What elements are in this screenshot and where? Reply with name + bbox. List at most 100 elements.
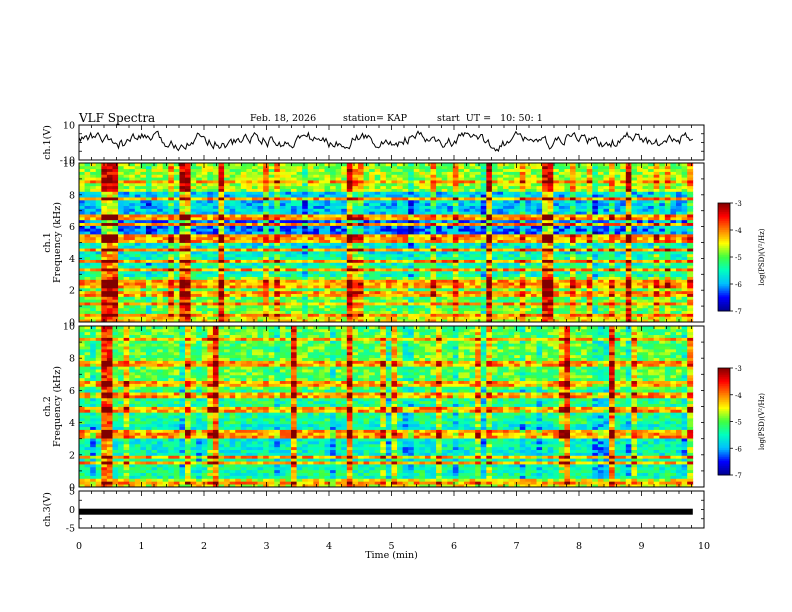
spectrogram-cell — [475, 225, 482, 229]
spectrogram-cell — [631, 208, 638, 212]
spectrogram-cell — [268, 233, 275, 238]
spectrogram-cell — [224, 245, 231, 249]
spectrogram-cell — [463, 216, 470, 221]
spectrogram-cell — [168, 214, 175, 218]
spectrogram-cell — [380, 285, 387, 289]
spectrogram-cell — [229, 205, 236, 209]
spectrogram-cell — [101, 236, 108, 241]
spectrogram-cell — [424, 248, 431, 252]
spectrogram-cell — [346, 302, 353, 306]
spectrogram-cell — [614, 194, 621, 198]
spectrogram-cell — [575, 273, 582, 277]
spectrogram-cell — [307, 222, 314, 226]
spectrogram-cell — [346, 290, 353, 295]
spectrogram-cell — [558, 273, 565, 277]
spectrogram-cell — [542, 236, 549, 241]
spectrogram-cell — [168, 296, 175, 300]
spectrogram-cell — [542, 233, 549, 238]
spectrogram-cell — [542, 262, 549, 266]
spectrogram-cell — [380, 233, 387, 238]
spectrogram-cell — [118, 287, 125, 292]
spectrogram-cell — [648, 276, 655, 280]
spectrogram-cell — [212, 202, 219, 206]
spectrogram-cell — [302, 276, 309, 280]
spectrogram-cell — [530, 296, 537, 300]
spectrogram-cell — [162, 242, 169, 246]
spectrogram-cell — [145, 279, 152, 283]
spectrogram-cell — [140, 299, 147, 303]
spectrogram-cell — [664, 276, 671, 280]
spectrogram-cell — [112, 282, 119, 286]
spectrogram-cell — [212, 302, 219, 306]
spectrogram-cell — [486, 296, 493, 300]
spectrogram-cell — [519, 205, 526, 209]
spectrogram-cell — [497, 251, 504, 255]
spectrogram-cell — [609, 197, 616, 201]
spectrogram-cell — [385, 197, 392, 201]
spectrogram-cell — [480, 319, 487, 323]
spectrogram-cell — [151, 228, 158, 232]
spectrogram-cell — [179, 228, 186, 232]
spectrogram-cell — [101, 202, 108, 206]
spectrogram-cell — [168, 205, 175, 209]
spectrogram-cell — [408, 219, 415, 224]
spectrogram-cell — [235, 205, 242, 209]
spectrogram-cell — [625, 259, 632, 263]
spectrogram-cell — [664, 214, 671, 218]
spectrogram-cell — [508, 296, 515, 300]
spectrogram-cell — [285, 293, 292, 297]
spectrogram-cell — [636, 316, 643, 320]
spectrogram-cell — [497, 259, 504, 263]
spectrogram-cell — [140, 225, 147, 229]
spectrogram-cell — [636, 199, 643, 204]
spectrogram-cell — [240, 231, 247, 235]
spectrogram-cell — [430, 242, 437, 246]
spectrogram-cell — [497, 262, 504, 266]
spectrogram-cell — [664, 307, 671, 312]
spectrogram-cell — [179, 248, 186, 252]
spectrogram-cell — [357, 194, 364, 198]
spectrogram-cell — [240, 296, 247, 300]
spectrogram-cell — [631, 296, 638, 300]
spectrogram-cell — [95, 202, 102, 206]
spectrogram-cell — [313, 296, 320, 300]
spectrogram-cell — [330, 197, 337, 201]
spectrogram-cell — [424, 259, 431, 263]
spectrogram-cell — [558, 219, 565, 224]
spectrogram-cell — [224, 270, 231, 275]
spectrogram-cell — [475, 251, 482, 255]
spectrogram-cell — [458, 197, 465, 201]
spectrogram-cell — [196, 231, 203, 235]
spectrogram-cell — [212, 216, 219, 221]
spectrogram-cell — [151, 270, 158, 275]
spectrogram-cell — [240, 282, 247, 286]
spectrogram-cell — [413, 307, 420, 312]
spectrogram-cell — [625, 304, 632, 309]
spectrogram-cell — [419, 253, 426, 258]
spectrogram-cell — [564, 216, 571, 221]
spectrogram-cell — [486, 293, 493, 297]
spectrogram-cell — [145, 197, 152, 201]
spectrogram-cell — [79, 245, 85, 249]
spectrogram-cell — [235, 296, 242, 300]
spectrogram-cell — [659, 222, 666, 226]
spectrogram-cell — [318, 302, 325, 306]
spectrogram-cell — [229, 256, 236, 260]
spectrogram-cell — [151, 208, 158, 212]
spectrogram-cell — [79, 251, 85, 255]
spectrogram-cell — [106, 222, 113, 226]
spectrogram-cell — [369, 194, 376, 198]
spectrogram-cell — [324, 290, 331, 295]
spectrogram-cell — [463, 293, 470, 297]
spectrogram-cell — [157, 279, 164, 283]
spectrogram-cell — [508, 276, 515, 280]
spectrogram-cell — [380, 262, 387, 266]
spectrogram-cell — [497, 239, 504, 243]
spectrogram-cell — [391, 285, 398, 289]
spectrogram-cell — [436, 242, 443, 246]
spectrogram-cell — [346, 222, 353, 226]
spectrogram-cell — [134, 242, 141, 246]
spectrogram-cell — [229, 259, 236, 263]
spectrogram-cell — [251, 302, 258, 306]
spectrogram-cell — [151, 262, 158, 266]
